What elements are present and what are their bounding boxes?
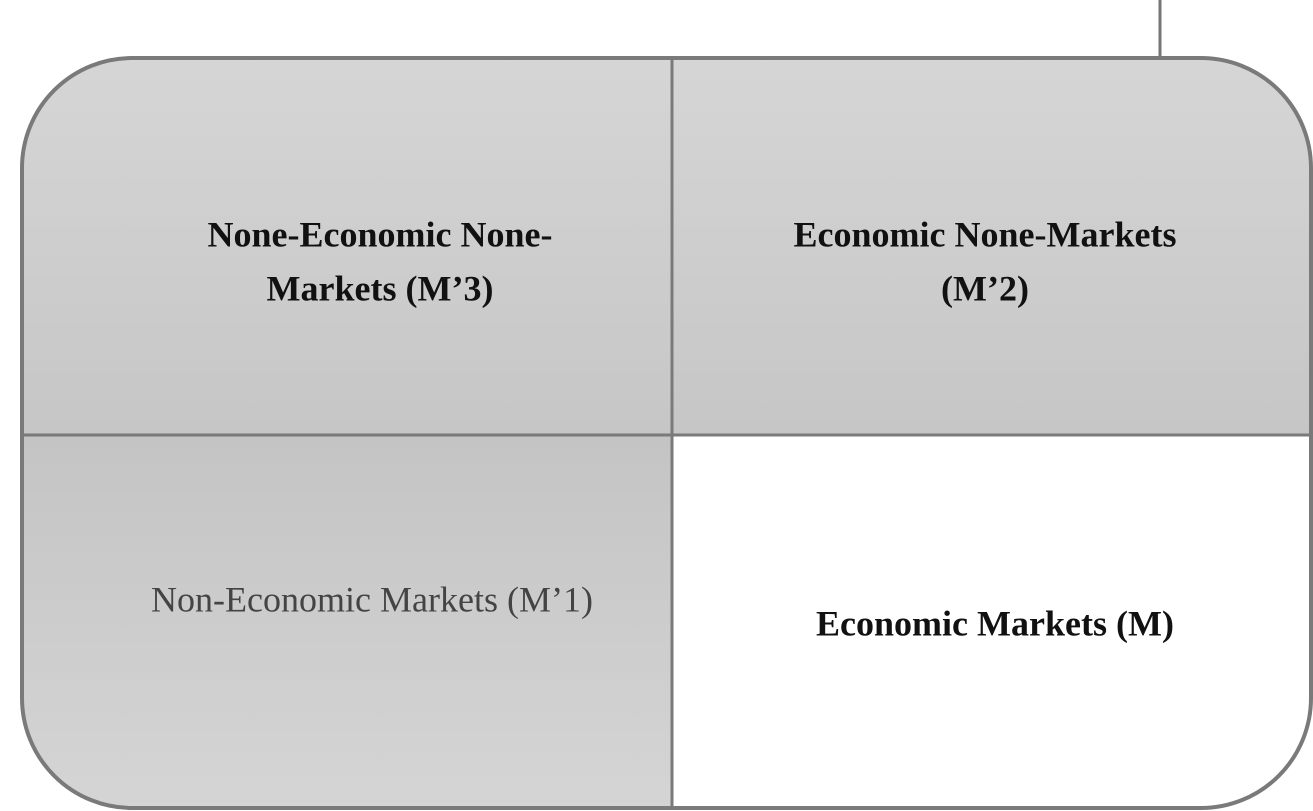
- cell-top-left: [22, 58, 672, 435]
- cell-label: Markets (M’3): [267, 268, 494, 308]
- cell-label: None-Economic None-: [208, 214, 553, 254]
- outer-frame: [20, 56, 1313, 810]
- cell-bottom-left: [22, 435, 672, 808]
- cell-top-right: [672, 58, 1311, 435]
- cell-label: Economic None-Markets: [794, 214, 1177, 254]
- cell-label: (M’2): [941, 268, 1029, 308]
- cell-label: Non-Economic Markets (M’1): [151, 579, 593, 619]
- cell-label: Economic Markets (M): [816, 603, 1174, 643]
- cell-bottom-right: [672, 435, 1311, 808]
